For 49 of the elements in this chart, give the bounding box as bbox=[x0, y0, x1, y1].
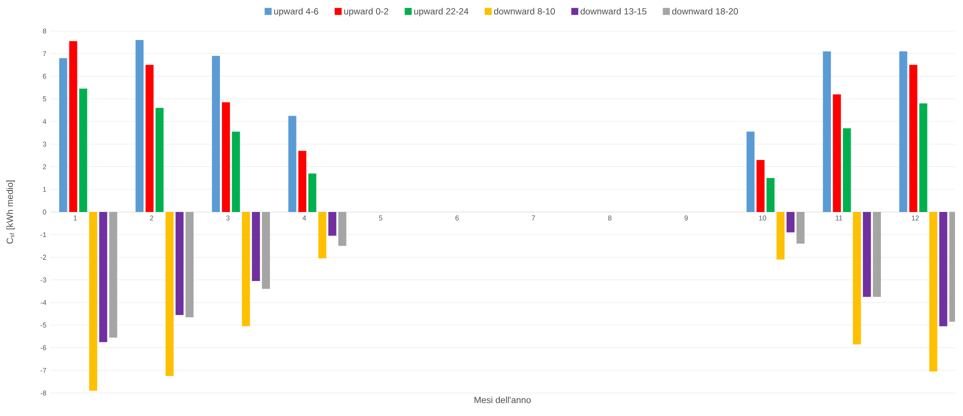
bar bbox=[919, 103, 928, 212]
legend-label: upward 4-6 bbox=[274, 8, 318, 16]
bar bbox=[136, 40, 144, 212]
bar bbox=[796, 212, 805, 244]
bar bbox=[852, 212, 861, 344]
bar bbox=[308, 174, 316, 212]
legend-label: upward 22-24 bbox=[414, 8, 468, 16]
bar bbox=[328, 212, 336, 236]
legend-label: downward 8-10 bbox=[494, 8, 555, 15]
bar bbox=[222, 102, 230, 212]
legend-label: upward 0-2 bbox=[344, 8, 388, 16]
bar bbox=[232, 132, 240, 212]
bar bbox=[929, 212, 938, 372]
bar bbox=[909, 64, 918, 212]
bar bbox=[176, 212, 184, 315]
bar bbox=[99, 212, 108, 342]
bar bbox=[212, 56, 220, 212]
legend-label: downward 18-20 bbox=[672, 8, 738, 15]
bar bbox=[146, 64, 154, 212]
x-axis-title: Mesi dell'anno bbox=[474, 396, 531, 404]
bar bbox=[766, 178, 775, 212]
bar bbox=[899, 51, 908, 212]
bar bbox=[939, 212, 948, 326]
bar bbox=[166, 212, 174, 376]
bar bbox=[776, 212, 785, 260]
bar bbox=[69, 41, 78, 212]
bar bbox=[338, 212, 346, 246]
bar bbox=[242, 212, 250, 326]
bar bbox=[186, 212, 194, 318]
bar bbox=[862, 212, 871, 297]
bar bbox=[298, 150, 306, 212]
bar bbox=[262, 212, 270, 289]
bar bbox=[786, 212, 795, 232]
bar bbox=[842, 128, 851, 212]
bar bbox=[288, 116, 296, 212]
y-axis-title: C$_{sf}$ [kWh medio] bbox=[6, 180, 15, 244]
bar bbox=[89, 212, 98, 391]
bar bbox=[746, 132, 755, 212]
bar bbox=[832, 94, 841, 212]
bar bbox=[872, 212, 881, 297]
bar bbox=[79, 88, 88, 212]
bar bbox=[156, 108, 164, 212]
bar bbox=[756, 160, 765, 212]
bar bbox=[822, 51, 831, 212]
bar bbox=[109, 212, 118, 338]
bar bbox=[252, 212, 260, 282]
bar bbox=[59, 58, 68, 212]
bar bbox=[318, 212, 326, 258]
legend-label: downward 13-15 bbox=[580, 8, 646, 15]
